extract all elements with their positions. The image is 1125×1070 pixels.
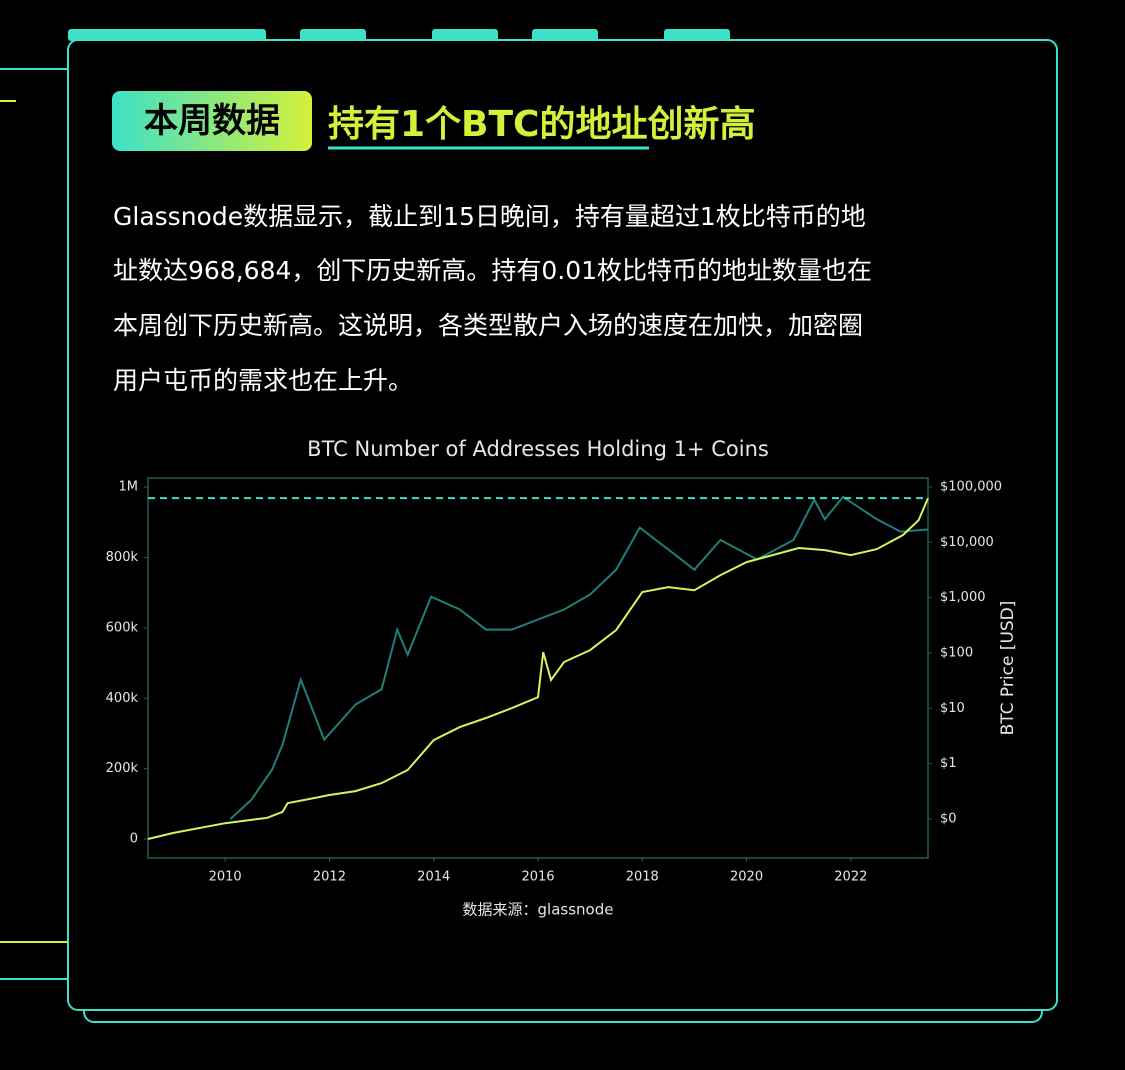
x-tick-label: 2010	[209, 870, 242, 885]
x-tick-label: 2012	[313, 870, 346, 885]
x-tick-label: 2014	[417, 870, 450, 885]
y-tick-label: 800k	[106, 550, 139, 565]
plot-frame	[147, 477, 929, 859]
paragraph-line: Glassnode数据显示，截止到15日晚间，持有量超过1枚比特币的地	[113, 202, 866, 231]
y-tick-label: 200k	[106, 761, 139, 776]
y2-tick-label: $10,000	[940, 535, 994, 550]
chart-title: BTC Number of Addresses Holding 1+ Coins	[307, 437, 769, 461]
y2-tick-label: $100	[940, 645, 973, 660]
badge: 本周数据	[144, 101, 280, 141]
series-line	[147, 497, 929, 840]
x-tick-label: 2018	[626, 870, 659, 885]
y-tick-label: 1M	[119, 480, 139, 495]
x-tick-label: 2022	[834, 870, 867, 885]
paragraph-line: 用户屯币的需求也在上升。	[113, 366, 414, 395]
y2-tick-label: $1,000	[940, 590, 986, 605]
x-tick-label: 2020	[730, 870, 763, 885]
y2-tick-label: $1	[940, 756, 957, 771]
paragraph-line: 址数达968,684，创下历史新高。持有0.01枚比特币的地址数量也在	[113, 256, 873, 285]
paragraph-line: 本周创下历史新高。这说明，各类型散户入场的速度在加快，加密圈	[113, 311, 864, 340]
y2-tick-label: $10	[940, 701, 965, 716]
y2-tick-label: $0	[940, 811, 957, 826]
y-tick-label: 600k	[106, 620, 139, 635]
y2-tick-label: $100,000	[940, 479, 1002, 494]
x-tick-label: 2016	[521, 870, 554, 885]
y-tick-label: 400k	[106, 691, 139, 706]
y2-axis-label: BTC Price [USD]	[998, 601, 1018, 736]
y-tick-label: 0	[130, 832, 138, 847]
series-line	[229, 495, 929, 820]
title: 持有1个BTC的地址创新高	[328, 104, 756, 145]
source: 数据来源：glassnode	[463, 901, 614, 919]
